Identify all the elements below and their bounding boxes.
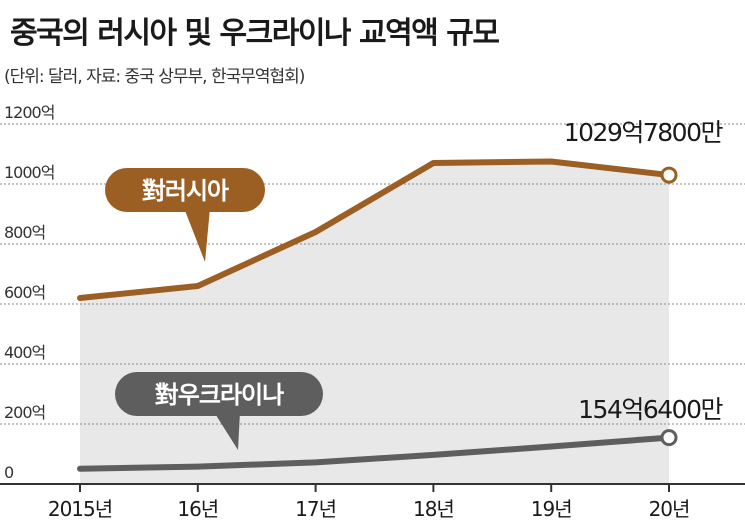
- y-tick-label: 800억: [4, 223, 45, 242]
- x-tick-label: 19년: [531, 497, 572, 521]
- ukraine-series-callout-label: 對우크라이나: [155, 381, 284, 409]
- y-tick-label: 200억: [4, 403, 45, 422]
- x-tick-label: 20년: [649, 497, 690, 521]
- russia-end-value-label: 1029억7800만: [564, 118, 724, 147]
- russia-series-callout: 對러시아: [105, 168, 265, 262]
- x-tick-label: 16년: [177, 497, 218, 521]
- russia-end-marker: [660, 166, 678, 184]
- russia-series-line: [77, 158, 672, 301]
- y-tick-label: 1000억: [4, 163, 54, 182]
- y-tick-label: 0: [4, 463, 14, 482]
- y-tick-label: 1200억: [4, 103, 54, 122]
- x-tick-label: 17년: [295, 497, 336, 521]
- ukraine-series-callout: 對우크라이나: [115, 372, 323, 450]
- ukraine-series-line: [77, 434, 672, 472]
- ukraine-end-marker: [660, 429, 678, 447]
- russia-series-callout-label: 對러시아: [142, 177, 229, 205]
- chart-title: 중국의 러시아 및 우크라이나 교역액 규모: [10, 16, 500, 51]
- chart-subtitle: (단위: 달러, 자료: 중국 상무부, 한국무역협회): [4, 67, 305, 87]
- x-tick-label: 2015년: [48, 497, 112, 521]
- y-tick-label: 600억: [4, 283, 45, 302]
- x-tick-label: 18년: [413, 497, 454, 521]
- y-tick-label: 400억: [4, 343, 45, 362]
- ukraine-end-value-label: 154억6400만: [578, 395, 723, 424]
